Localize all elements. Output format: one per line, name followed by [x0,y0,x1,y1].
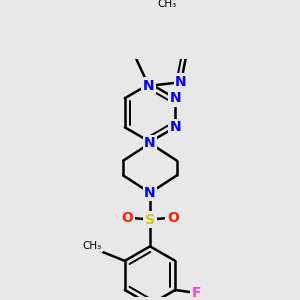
Text: N: N [175,75,187,89]
Text: F: F [191,286,201,300]
Text: N: N [144,186,156,200]
Text: N: N [169,91,181,105]
Text: CH₃: CH₃ [82,241,102,251]
Text: S: S [145,212,155,226]
Text: CH₃: CH₃ [157,0,177,8]
Text: N: N [143,79,154,93]
Text: O: O [121,211,133,225]
Text: N: N [169,120,181,134]
Text: O: O [167,211,179,225]
Text: N: N [144,136,156,150]
